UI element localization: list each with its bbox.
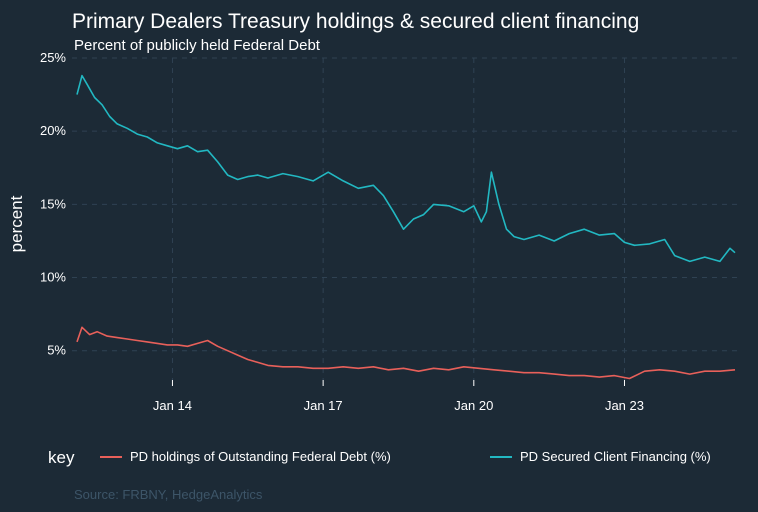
legend-title: key <box>48 448 75 467</box>
y-tick-label: 10% <box>40 270 66 285</box>
x-tick-label: Jan 23 <box>605 398 644 413</box>
y-tick-label: 20% <box>40 123 66 138</box>
series-line-2 <box>76 74 736 263</box>
chart-title: Primary Dealers Treasury holdings & secu… <box>72 10 639 33</box>
x-tick-label: Jan 14 <box>153 398 192 413</box>
chart-caption: Source: FRBNY, HedgeAnalytics <box>74 487 263 502</box>
x-tick-label: Jan 17 <box>304 398 343 413</box>
y-tick-label: 15% <box>40 196 66 211</box>
x-axis: Jan 14 Jan 17 Jan 20 Jan 23 <box>153 380 644 413</box>
chart-subtitle: Percent of publicly held Federal Debt <box>74 37 321 54</box>
grid <box>72 57 740 380</box>
y-tick-label: 25% <box>40 50 66 65</box>
y-axis: 5% 10% 15% 20% 25% <box>40 50 66 358</box>
y-tick-label: 5% <box>47 343 66 358</box>
y-axis-label: percent <box>7 195 26 252</box>
legend-label: PD holdings of Outstanding Federal Debt … <box>130 449 391 464</box>
legend-label: PD Secured Client Financing (%) <box>520 449 711 464</box>
legend: PD holdings of Outstanding Federal Debt … <box>100 449 711 464</box>
x-tick-label: Jan 20 <box>454 398 493 413</box>
series-line-1 <box>76 326 736 380</box>
series-lines <box>76 74 736 380</box>
